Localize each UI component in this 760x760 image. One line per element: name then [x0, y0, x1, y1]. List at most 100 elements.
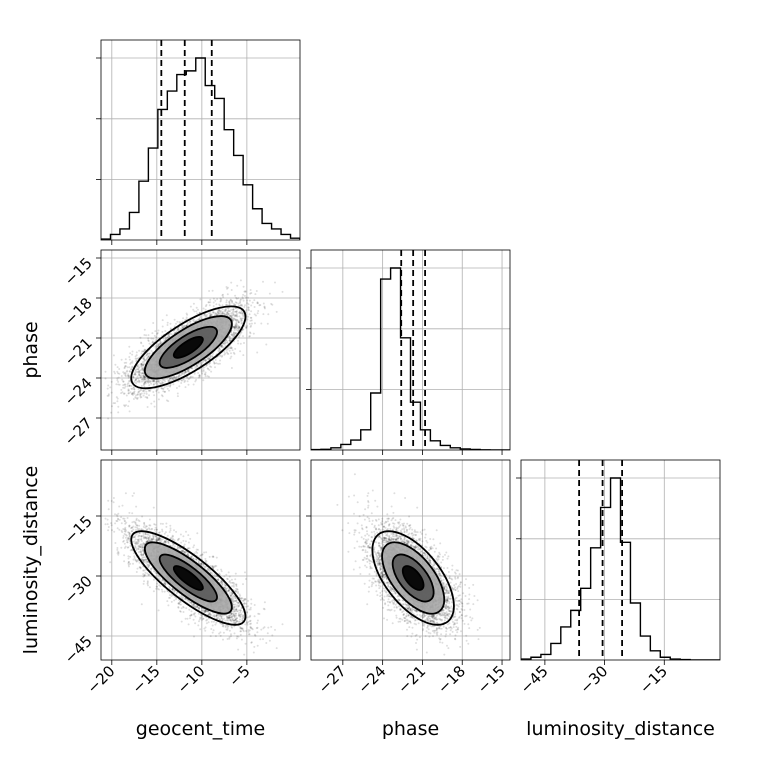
- hist-luminosity_distance-frame: [520, 459, 721, 661]
- sample-point: [240, 319, 243, 322]
- sample-point: [209, 362, 211, 365]
- sample-point: [156, 332, 159, 335]
- sample-point: [230, 347, 233, 350]
- sample-point: [204, 371, 207, 374]
- sample-point: [237, 329, 239, 332]
- sample-point: [223, 342, 226, 345]
- sample-point: [217, 350, 220, 353]
- sample-point: [124, 375, 127, 378]
- sample-point: [230, 312, 233, 315]
- sample-point: [140, 376, 143, 379]
- sample-point: [204, 315, 207, 318]
- sample-point: [118, 368, 121, 370]
- sample-point: [155, 390, 158, 392]
- sample-point: [141, 350, 144, 353]
- sample-point: [153, 334, 156, 337]
- sample-point: [124, 371, 126, 374]
- sample-point: [190, 613, 193, 616]
- sample-point: [187, 370, 190, 372]
- sample-point: [146, 352, 149, 355]
- sample-point: [225, 314, 228, 317]
- sample-point: [224, 352, 227, 355]
- sample-point: [134, 373, 137, 376]
- sample-point: [148, 384, 151, 387]
- sample-point: [141, 368, 144, 371]
- sample-point: [230, 289, 233, 291]
- sample-point: [131, 365, 134, 368]
- sample-point: [150, 568, 153, 571]
- sample-point: [132, 375, 135, 378]
- sample-point: [191, 604, 194, 607]
- sample-point: [122, 380, 125, 383]
- sample-point: [135, 529, 137, 531]
- sample-point: [216, 311, 219, 314]
- sample-point: [117, 372, 119, 375]
- sample-point: [116, 370, 119, 373]
- sample-point: [237, 321, 240, 324]
- sample-point: [123, 387, 126, 389]
- sample-point: [178, 602, 180, 605]
- sample-point: [208, 301, 210, 304]
- sample-point: [176, 395, 179, 398]
- sample-point: [127, 388, 130, 391]
- sample-point: [181, 373, 184, 376]
- sample-point: [106, 394, 109, 397]
- sample-point: [225, 301, 228, 304]
- sample-point: [89, 406, 91, 408]
- sample-point: [239, 299, 242, 302]
- sample-point: [222, 293, 224, 296]
- sample-point: [142, 364, 145, 367]
- sample-point: [143, 381, 146, 384]
- sample-point: [215, 613, 218, 616]
- sample-point: [169, 384, 172, 387]
- sample-point: [212, 311, 214, 314]
- sample-point: [160, 394, 163, 397]
- sample-point: [221, 344, 224, 347]
- sample-point: [229, 347, 232, 350]
- sample-point: [192, 302, 195, 305]
- sample-point: [221, 312, 224, 315]
- sample-point: [142, 371, 145, 374]
- sample-point: [235, 301, 238, 304]
- sample-point: [126, 383, 129, 386]
- sample-point: [202, 370, 205, 373]
- sample-point: [152, 380, 155, 382]
- sample-point: [190, 375, 192, 378]
- sample-point: [231, 334, 234, 337]
- sample-point: [164, 330, 167, 332]
- sample-point: [133, 373, 136, 376]
- sample-point: [181, 320, 184, 323]
- sample-point: [235, 326, 238, 328]
- sample-point: [232, 331, 235, 334]
- sample-point: [191, 319, 194, 321]
- sample-point: [150, 382, 153, 385]
- sample-point: [195, 310, 198, 313]
- sample-point: [142, 376, 145, 379]
- sample-point: [185, 324, 188, 327]
- sample-point: [135, 382, 138, 385]
- sample-point: [139, 396, 142, 399]
- sample-point: [206, 367, 209, 370]
- sample-point: [229, 298, 232, 301]
- sample-point: [263, 307, 266, 310]
- sample-point: [142, 390, 145, 393]
- sample-point: [222, 346, 225, 348]
- sample-point: [142, 379, 145, 382]
- sample-point: [161, 387, 164, 390]
- sample-point: [168, 332, 171, 335]
- sample-point: [212, 310, 215, 313]
- sample-point: [239, 279, 242, 282]
- sample-point: [144, 382, 147, 385]
- sample-point: [183, 371, 186, 374]
- sample-point: [199, 361, 202, 364]
- sample-point: [142, 357, 145, 360]
- sample-point: [128, 375, 131, 378]
- sample-point: [133, 372, 136, 375]
- sample-point: [109, 386, 112, 389]
- sample-point: [207, 357, 210, 360]
- sample-point: [208, 357, 211, 360]
- sample-point: [142, 394, 145, 397]
- sample-point: [226, 287, 228, 290]
- sample-point: [224, 345, 227, 347]
- sample-point: [233, 332, 236, 335]
